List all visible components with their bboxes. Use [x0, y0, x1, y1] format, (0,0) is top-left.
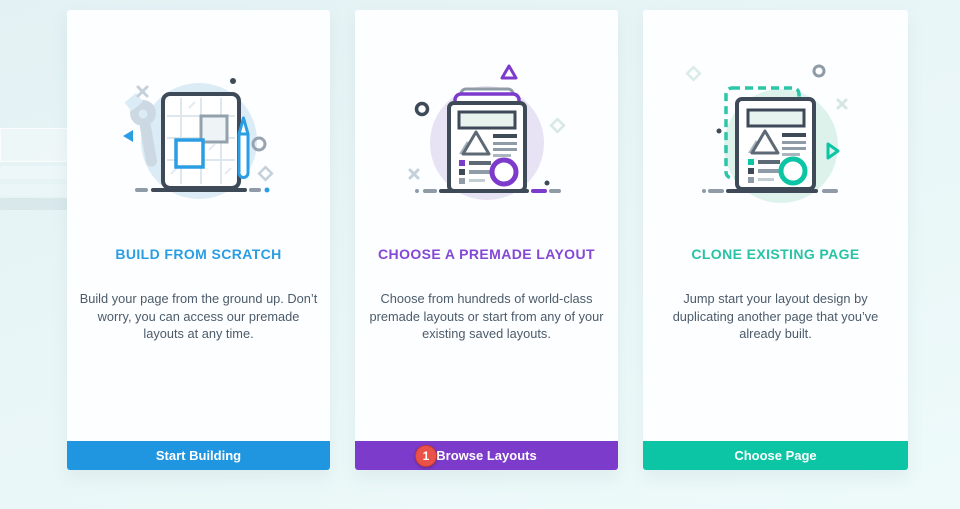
diamond-decoration [548, 117, 566, 134]
circle-graphic [489, 157, 518, 187]
background-ghost-text [0, 166, 74, 179]
step-1-badge: 1 [415, 444, 437, 467]
ground-line [134, 187, 269, 193]
button-label: Choose Page [734, 448, 817, 463]
triangle-decoration [122, 130, 133, 142]
ground-line [701, 189, 838, 193]
triangle-decoration [500, 64, 517, 80]
card-description: Build your page from the ground up. Don’… [79, 291, 318, 341]
background-ghost-text [0, 184, 74, 196]
pencil-icon [237, 116, 249, 179]
diamond-decoration [684, 65, 702, 82]
checklist [747, 159, 780, 183]
x-decoration [136, 85, 148, 98]
button-label: Start Building [155, 448, 242, 463]
choose-page-button[interactable]: Choose Page [643, 441, 908, 470]
card-description: Jump start your layout design by duplica… [672, 291, 879, 341]
ground-line [414, 189, 561, 193]
dot-decoration [716, 128, 721, 134]
build-from-scratch-illustration [99, 56, 299, 216]
layout-document-icon [408, 64, 566, 200]
grid-page-icon [122, 78, 274, 199]
background-ghost-text [0, 198, 76, 210]
wrench-icon [123, 93, 157, 167]
card-clone-existing-page: CLONE EXISTING PAGE Jump start your layo… [643, 10, 908, 470]
x-decoration [836, 98, 847, 110]
card-build-from-scratch: BUILD FROM SCRATCH Build your page from … [67, 10, 330, 470]
play-triangle-decoration [826, 142, 839, 160]
x-decoration [408, 168, 419, 180]
ring-decoration [812, 64, 825, 78]
background-ghost-field [0, 128, 76, 162]
dot-decoration [544, 180, 549, 186]
header-block [457, 110, 516, 130]
card-title: CHOOSE A PREMADE LAYOUT [378, 246, 595, 262]
text-lines [492, 134, 517, 157]
button-label: Browse Layouts [436, 448, 537, 463]
text-lines [781, 133, 806, 156]
card-description: Choose from hundreds of world-class prem… [369, 291, 604, 341]
ring-decoration [414, 101, 429, 117]
dot-decoration [229, 78, 236, 84]
card-title: BUILD FROM SCRATCH [115, 246, 282, 262]
card-choose-premade-layout: CHOOSE A PREMADE LAYOUT Choose from hund… [355, 10, 618, 470]
card-title: CLONE EXISTING PAGE [691, 246, 860, 262]
premade-layout-illustration [387, 56, 587, 216]
diamond-decoration [256, 165, 274, 182]
circle-graphic [778, 156, 807, 186]
clone-page-illustration [676, 56, 876, 216]
ring-decoration [251, 136, 266, 152]
browse-layouts-button[interactable]: 1 Browse Layouts [355, 441, 618, 470]
start-building-button[interactable]: Start Building [67, 441, 330, 470]
mountains-icon [747, 129, 779, 155]
cloned-document-icon [684, 64, 847, 203]
mountains-icon [458, 130, 490, 156]
sketch-marks [169, 101, 232, 175]
checklist [458, 160, 491, 184]
header-block [746, 108, 805, 128]
